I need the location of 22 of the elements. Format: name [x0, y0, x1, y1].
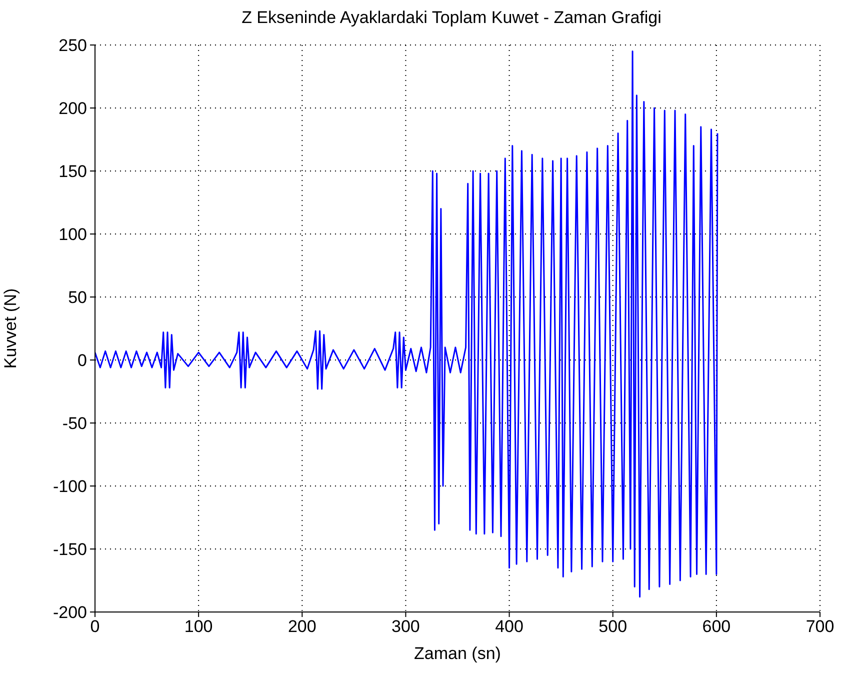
y-axis-title: Kuvvet (N)	[1, 288, 20, 369]
chart-title: Z Ekseninde Ayaklardaki Toplam Kuwet - Zaman Grafigi	[240, 8, 662, 28]
x-tick-label: 400	[495, 617, 524, 636]
x-tick-label: 100	[184, 617, 213, 636]
y-tick-label: 150	[58, 162, 87, 182]
y-tick-label: 250	[58, 36, 87, 56]
y-tick-label: -150	[52, 540, 87, 560]
x-tick-label: 300	[392, 617, 420, 636]
x-axis-title: Zaman (sn)	[414, 644, 501, 663]
y-tick-label: 100	[58, 225, 87, 244]
y-tick-label: 0	[78, 351, 87, 370]
line-series	[95, 50, 718, 598]
x-tick-label: 200	[288, 617, 316, 636]
y-tick-label: -200	[52, 603, 87, 622]
y-tick-label: -50	[62, 414, 87, 434]
x-tick-label: 700	[806, 617, 834, 636]
y-tick-label: 200	[58, 99, 87, 118]
x-tick-label: 0	[90, 617, 100, 636]
x-tick-label: 500	[598, 617, 628, 636]
y-tick-label: -100	[52, 477, 87, 496]
y-tick-label: 50	[68, 288, 87, 308]
x-tick-label: 600	[702, 617, 731, 636]
